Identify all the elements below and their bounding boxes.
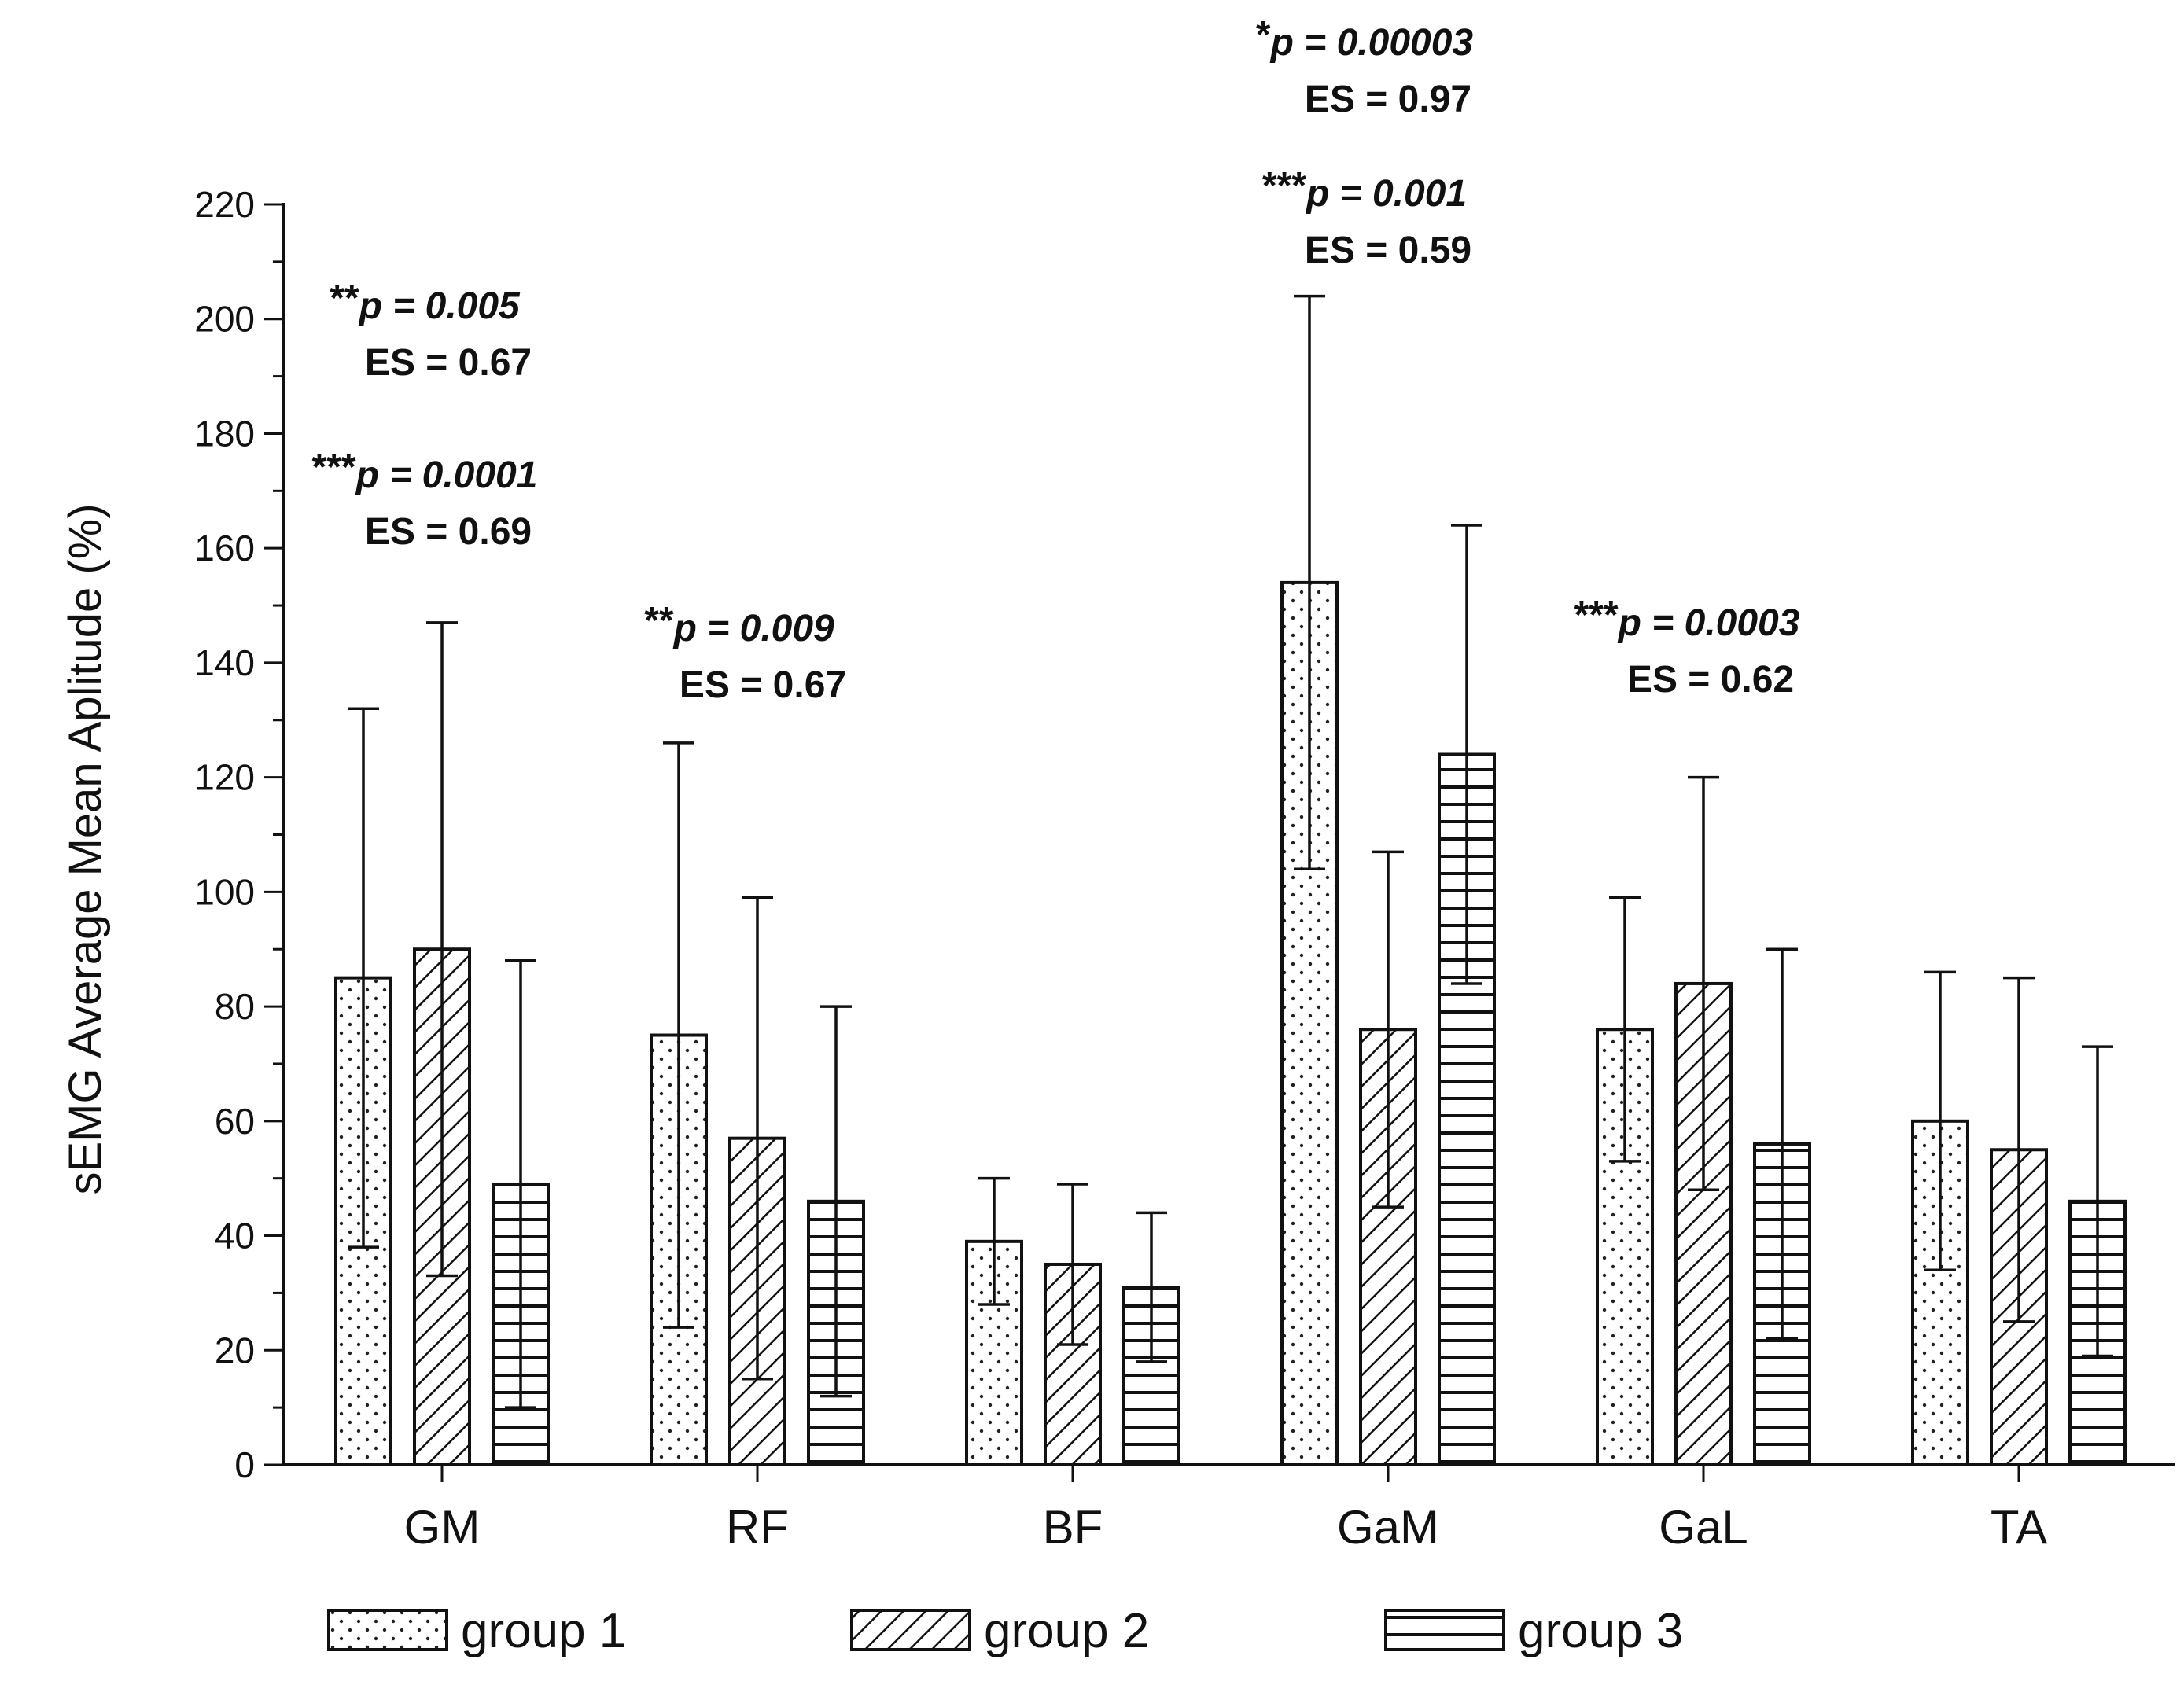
y-tick-label: 0 [234, 1444, 255, 1485]
y-tick-label: 120 [194, 757, 255, 798]
significance-p-value: ***p = 0.0003 [1574, 594, 1800, 644]
x-category-label: TA [1991, 1501, 2047, 1554]
legend-swatch-group2 [850, 1609, 971, 1651]
effect-size-text: ES = 0.67 [365, 342, 532, 384]
significance-p-value: *p = 0.00003 [1256, 14, 1474, 64]
p-value-text: p = 0.0001 [355, 454, 538, 496]
y-tick-label: 200 [194, 299, 255, 340]
p-value-text: p = 0.005 [358, 285, 521, 327]
y-tick-label: 180 [194, 413, 255, 454]
legend-label: group 1 [461, 1604, 626, 1658]
y-tick-label: 80 [215, 986, 255, 1027]
effect-size-text: ES = 0.62 [1627, 659, 1794, 701]
legend-swatch-group1 [327, 1609, 448, 1651]
significance-stars: * [1256, 14, 1271, 56]
y-tick-label: 20 [215, 1330, 255, 1370]
y-tick-label: 100 [194, 871, 255, 912]
y-tick-label: 40 [215, 1216, 255, 1256]
x-category-label: GM [404, 1501, 481, 1554]
effect-size-text: ES = 0.67 [680, 664, 846, 706]
p-value-text: p = 0.009 [672, 608, 834, 649]
legend-swatch-group3 [1384, 1609, 1505, 1651]
significance-stars: ** [644, 600, 674, 642]
p-value-text: p = 0.001 [1305, 173, 1467, 215]
legend-label: group 3 [1518, 1604, 1683, 1658]
plot-area: 0 20 40 60 80 100 120 140 160 180 200 220 GM RF BF GaM G… [194, 14, 2175, 1658]
significance-p-value: ***p = 0.0001 [312, 447, 538, 496]
p-value-text: p = 0.0003 [1617, 602, 1800, 644]
x-category-label: GaM [1337, 1501, 1439, 1554]
significance-p-value: **p = 0.005 [330, 278, 521, 327]
y-tick-label: 60 [215, 1101, 255, 1142]
significance-p-value: **p = 0.009 [644, 600, 834, 649]
effect-size-text: ES = 0.69 [365, 511, 532, 553]
effect-size-text: ES = 0.97 [1305, 79, 1471, 120]
y-tick-label: 160 [194, 528, 255, 568]
x-category-label: BF [1043, 1501, 1103, 1554]
y-tick-label: 140 [194, 642, 255, 683]
significance-stars: *** [312, 447, 356, 488]
legend-label: group 2 [984, 1604, 1149, 1658]
y-tick-label: 220 [194, 184, 255, 225]
x-category-label: RF [726, 1501, 789, 1554]
x-category-label: GaL [1659, 1501, 1748, 1554]
significance-p-value: ***p = 0.001 [1262, 165, 1467, 215]
p-value-text: p = 0.00003 [1269, 22, 1474, 64]
significance-stars: *** [1574, 594, 1619, 636]
significance-stars: ** [330, 278, 359, 319]
effect-size-text: ES = 0.59 [1305, 230, 1471, 271]
y-axis-title: sEMG Average Mean Aplitude (%) [60, 503, 111, 1194]
significance-stars: *** [1262, 165, 1306, 207]
